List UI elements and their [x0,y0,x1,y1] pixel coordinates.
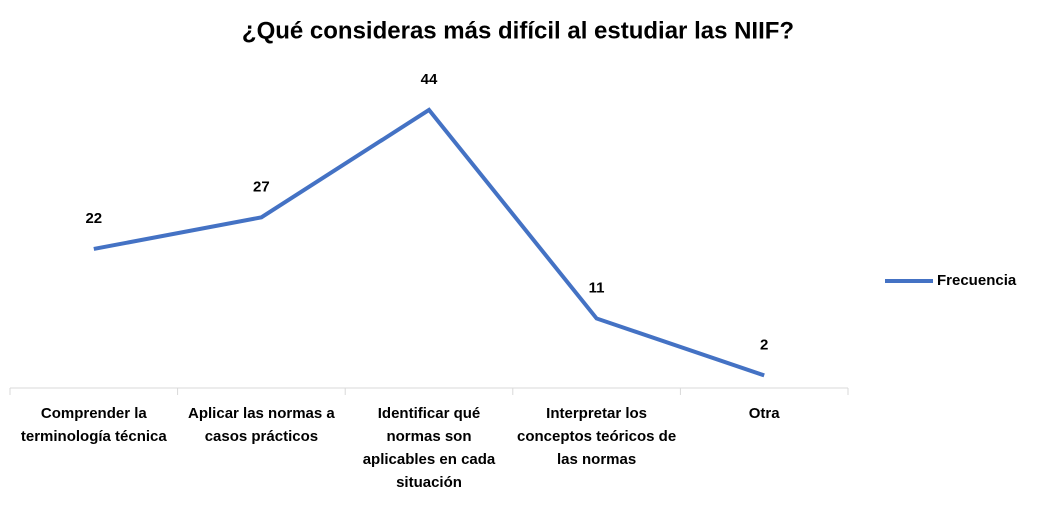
data-label: 22 [85,210,102,227]
x-tick-label: Identificar qué normas son aplicables en… [362,405,496,491]
x-tick-label: Otra [748,405,780,422]
chart-title: ¿Qué consideras más difícil al estudiar … [242,17,794,44]
data-label: 2 [760,336,768,353]
line-series [93,107,765,378]
data-label: 44 [421,71,438,88]
x-tick-label: Interpretar los conceptos teóricos de la… [516,405,677,468]
x-tick-label: Aplicar las normas a casos prácticos [188,405,335,445]
data-label: 11 [589,279,605,296]
x-tick-label: Comprender la terminología técnica [20,405,167,445]
legend-label: Frecuencia [937,272,1017,289]
data-label: 27 [253,178,270,195]
